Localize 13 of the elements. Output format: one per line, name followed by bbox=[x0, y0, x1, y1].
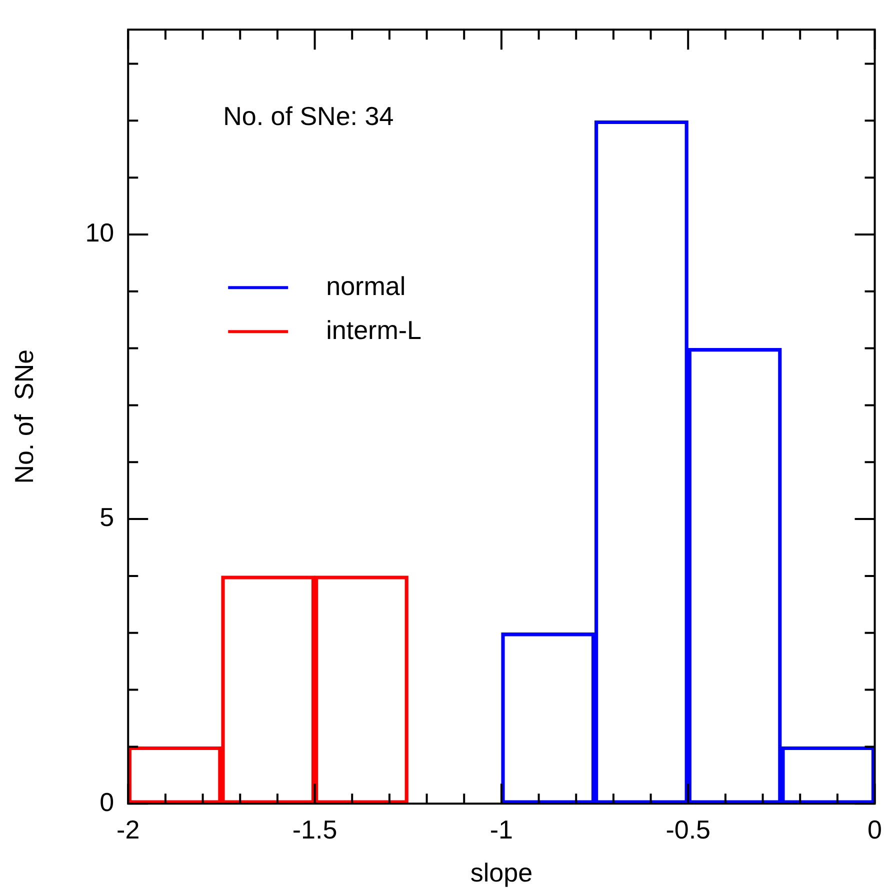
x-tick-label: -2 bbox=[116, 814, 140, 844]
y-axis-title: No. of SNe bbox=[8, 349, 39, 484]
y-tick-label: 10 bbox=[85, 218, 114, 248]
x-tick-label: -1.5 bbox=[292, 814, 338, 844]
x-tick-label: -0.5 bbox=[666, 814, 711, 844]
annotation: No. of SNe: 34 bbox=[223, 100, 394, 131]
x-tick-label: -1 bbox=[490, 814, 514, 844]
legend-label: normal bbox=[326, 270, 406, 301]
x-axis-title: slope bbox=[470, 858, 533, 888]
x-tick-label: 0 bbox=[868, 814, 882, 844]
y-tick-label: 0 bbox=[100, 786, 114, 817]
legend-label: interm-L bbox=[326, 314, 422, 345]
y-tick-label: 5 bbox=[100, 502, 114, 532]
